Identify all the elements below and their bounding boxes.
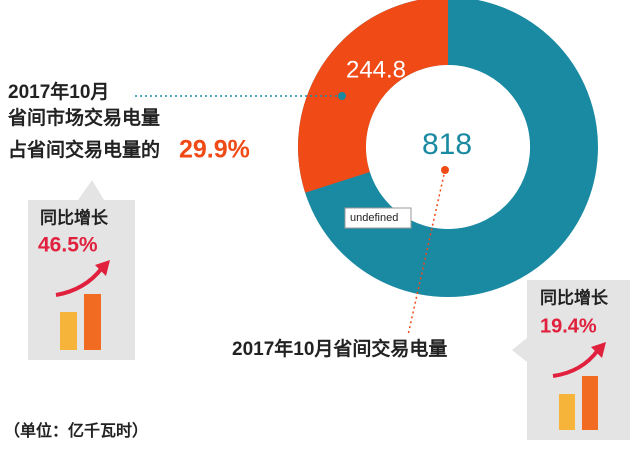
icon-bar (60, 312, 77, 350)
segment-label: 244.8 (346, 56, 406, 83)
unit-label: （单位：亿千瓦时） (4, 421, 148, 440)
icon-arrow (552, 348, 600, 378)
box-title: 同比增长 (540, 287, 609, 307)
total-value: 818 (422, 128, 472, 161)
icon-arrow-head (95, 260, 110, 276)
callout-box (28, 180, 135, 360)
share-value: 29.9% (179, 136, 250, 164)
icon-arrow-head (591, 342, 606, 358)
tooltip-box (344, 207, 412, 229)
donut-hole (366, 65, 530, 229)
tooltip: undefined (350, 212, 398, 224)
connector-dot (441, 166, 449, 174)
share-label: 占省间交易电量的 (8, 138, 160, 161)
icon-bar (84, 294, 101, 350)
date-label: 2017年10月 (8, 80, 109, 103)
callout-box (512, 280, 630, 440)
market-label: 省间市场交易电量 (7, 106, 160, 129)
donut: 244.8 818 undefined (298, 0, 598, 297)
icon-bar (582, 376, 598, 430)
growth-value: 46.5% (38, 234, 98, 257)
icon-arrow (55, 266, 104, 297)
connector-dot (338, 92, 346, 100)
donut-segment (298, 0, 448, 193)
growth-value: 19.4% (540, 315, 597, 337)
box-title: 同比增长 (40, 207, 109, 227)
total-label: 2017年10月省间交易电量 (232, 337, 447, 360)
connector (407, 169, 446, 336)
icon-bar (559, 394, 575, 430)
